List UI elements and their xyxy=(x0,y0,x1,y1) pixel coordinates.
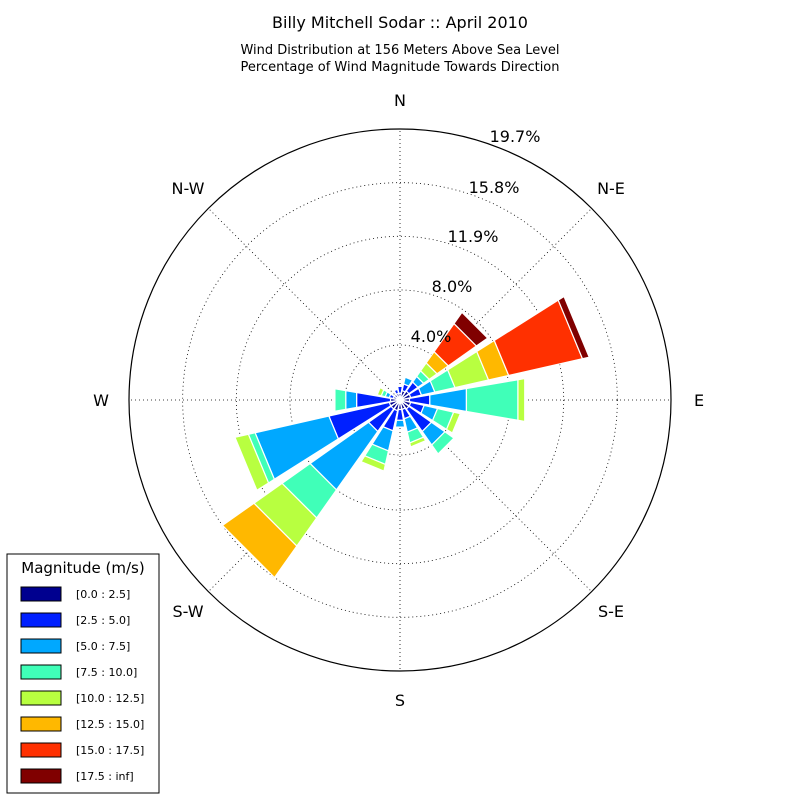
radial-tick-label: 4.0% xyxy=(411,327,452,346)
wind-bar-segment xyxy=(334,388,347,412)
grid-ring xyxy=(289,289,511,511)
wind-bar-segment xyxy=(402,376,414,387)
chart-subtitle-line-2: Percentage of Wind Magnitude Towards Dir… xyxy=(240,60,559,75)
wind-bar-segment xyxy=(465,379,519,421)
radial-tick-label: 11.9% xyxy=(448,227,499,246)
wind-bar-segment xyxy=(445,411,462,434)
legend-label: [2.5 : 5.0] xyxy=(76,614,130,627)
wind-bar-segment xyxy=(345,389,358,411)
chart-subtitle-line-1: Wind Distribution at 156 Meters Above Se… xyxy=(240,43,559,58)
radial-tick-label: 15.8% xyxy=(469,178,520,197)
radial-tick-label: 19.7% xyxy=(490,127,541,146)
legend-items: [0.0 : 2.5] [2.5 : 5.0] [5.0 : 7.5] [7.5 : … xyxy=(20,586,144,784)
wind-bar-segment xyxy=(453,311,489,347)
legend-label: [10.0 : 12.5] xyxy=(76,692,144,705)
direction-label: S-W xyxy=(172,602,203,621)
wind-bars xyxy=(221,295,591,579)
direction-label: W xyxy=(93,391,109,410)
legend-swatch xyxy=(20,768,62,784)
legend-label: [15.0 : 17.5] xyxy=(76,744,144,757)
direction-label: N-W xyxy=(172,179,205,198)
legend-label: [5.0 : 7.5] xyxy=(76,640,130,653)
wind-bar-segment xyxy=(557,295,591,360)
direction-label: N xyxy=(394,91,406,110)
legend-label: [7.5 : 10.0] xyxy=(76,666,137,679)
wind-bar-segment xyxy=(430,430,455,455)
chart-title: Billy Mitchell Sodar :: April 2010 xyxy=(272,13,528,32)
legend-title: Magnitude (m/s) xyxy=(21,559,144,577)
wind-bar-segment xyxy=(221,502,298,579)
direction-label: S xyxy=(395,691,405,710)
direction-label: S-E xyxy=(598,602,624,621)
direction-labels: N N-E E S-E S S-W W N-W xyxy=(93,91,704,710)
legend-swatch xyxy=(20,638,62,654)
wind-bar-segment xyxy=(517,377,526,423)
grid-ring xyxy=(235,235,565,565)
wind-bar-segment xyxy=(409,436,427,448)
polar-outline xyxy=(128,128,672,672)
legend-label: [17.5 : inf] xyxy=(76,770,134,783)
wind-bar-segment xyxy=(234,433,270,492)
legend-label: [12.5 : 15.0] xyxy=(76,718,144,731)
wind-bar-segment xyxy=(376,386,385,397)
legend-label: [0.0 : 2.5] xyxy=(76,588,130,601)
wind-bar-segment xyxy=(393,388,400,395)
legend: Magnitude (m/s) [0.0 : 2.5] [2.5 : 5.0] [5… xyxy=(6,553,160,794)
radial-tick-labels: 4.0% 8.0% 11.9% 15.8% 19.7% xyxy=(411,127,541,346)
grid-spoke xyxy=(208,208,401,401)
legend-swatch xyxy=(20,716,62,732)
grid-ring xyxy=(182,182,618,618)
radial-tick-label: 8.0% xyxy=(432,277,473,296)
wind-bar-segment xyxy=(360,455,387,472)
legend-swatch xyxy=(20,586,62,602)
legend-swatch xyxy=(20,612,62,628)
wind-bar-segment xyxy=(394,419,406,428)
legend-swatch xyxy=(20,664,62,680)
direction-label: N-E xyxy=(597,179,625,198)
direction-label: E xyxy=(694,391,704,410)
legend-swatch xyxy=(20,742,62,758)
legend-swatch xyxy=(20,690,62,706)
